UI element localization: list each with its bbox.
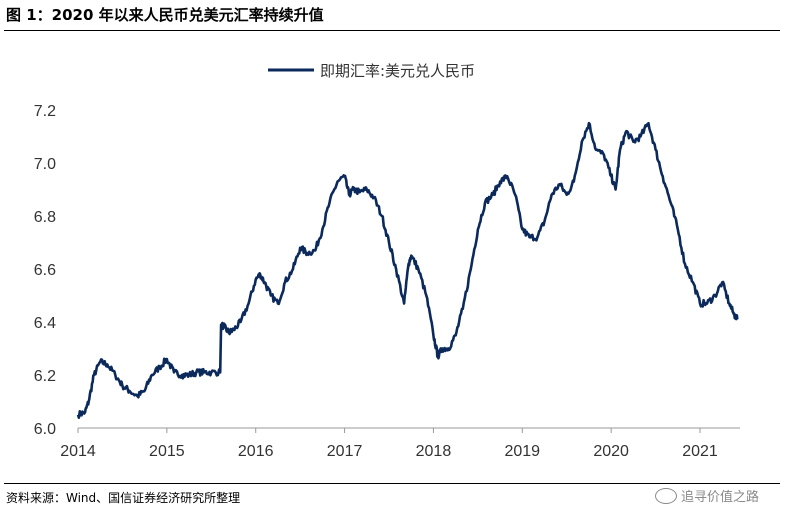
x-tick-label: 2015 bbox=[149, 443, 185, 460]
x-tick-label: 2020 bbox=[593, 443, 629, 460]
y-tick-label: 6.4 bbox=[34, 315, 56, 332]
legend-label: 即期汇率:美元兑人民币 bbox=[320, 62, 475, 80]
wechat-icon bbox=[654, 488, 677, 504]
watermark: 追寻价值之路 bbox=[654, 486, 759, 505]
x-tick-label: 2019 bbox=[504, 443, 540, 460]
x-tick-label: 2014 bbox=[60, 443, 96, 460]
x-tick-label: 2018 bbox=[416, 443, 452, 460]
title-divider bbox=[4, 30, 780, 31]
source-note: 资料来源：Wind、国信证券经济研究所整理 bbox=[6, 491, 241, 505]
x-tick-label: 2017 bbox=[327, 443, 363, 460]
watermark-label: 追寻价值之路 bbox=[680, 490, 759, 505]
x-tick-label: 2021 bbox=[682, 443, 718, 460]
y-tick-label: 6.2 bbox=[34, 368, 56, 385]
series-line bbox=[76, 121, 739, 419]
y-tick-label: 7.2 bbox=[34, 103, 56, 120]
y-tick-label: 6.0 bbox=[34, 421, 56, 438]
footer-divider bbox=[4, 483, 780, 484]
y-tick-label: 6.8 bbox=[34, 209, 56, 226]
figure-title: 图 1：2020 年以来人民币兑美元汇率持续升值 bbox=[6, 6, 324, 24]
y-tick-label: 6.6 bbox=[34, 262, 56, 279]
x-tick-label: 2016 bbox=[238, 443, 274, 460]
exchange-rate-chart: 6.0 6.2 6.4 6.6 6.8 7.0 7.2 2014 2015 2016 2017 201… bbox=[34, 62, 740, 460]
y-tick-label: 7.0 bbox=[34, 156, 56, 173]
